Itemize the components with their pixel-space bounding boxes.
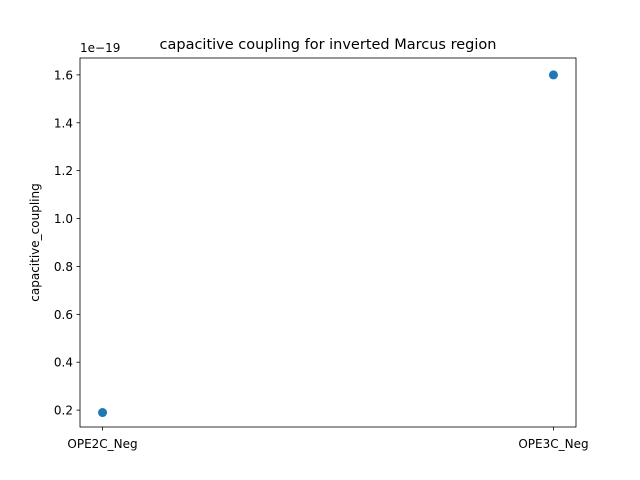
data-point xyxy=(98,408,108,418)
y-axis-label: capacitive_coupling xyxy=(28,183,42,301)
y-tick-label: 0.4 xyxy=(54,356,73,370)
x-tick-label: OPE2C_Neg xyxy=(67,437,137,451)
y-tick-label: 1.2 xyxy=(54,164,73,178)
y-tick-label: 1.4 xyxy=(54,116,73,130)
data-points xyxy=(98,70,558,418)
y-tick-label: 0.2 xyxy=(54,404,73,418)
x-tick-label: OPE3C_Neg xyxy=(518,437,588,451)
chart-title: capacitive coupling for inverted Marcus … xyxy=(160,37,497,53)
y-axis-offset-label: 1e−19 xyxy=(80,41,120,55)
y-tick-label: 0.8 xyxy=(54,260,73,274)
y-tick-label: 0.6 xyxy=(54,308,73,322)
data-point xyxy=(548,70,558,80)
x-axis-ticks: OPE2C_Neg OPE3C_Neg xyxy=(67,427,589,451)
plot-frame xyxy=(79,57,577,428)
y-axis-ticks: 0.2 0.4 0.6 0.8 1.0 1.2 1.4 1.6 xyxy=(54,68,80,418)
y-tick-label: 1.0 xyxy=(54,212,73,226)
y-tick-label: 1.6 xyxy=(54,68,73,82)
